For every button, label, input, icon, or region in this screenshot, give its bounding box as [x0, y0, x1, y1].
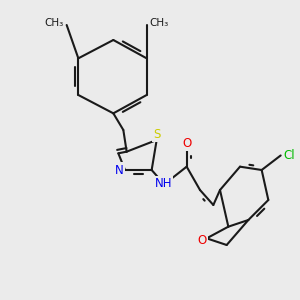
Text: NH: NH [154, 177, 172, 190]
Text: N: N [115, 164, 124, 176]
Text: O: O [182, 136, 191, 150]
Text: O: O [197, 234, 207, 247]
Text: CH₃: CH₃ [150, 18, 169, 28]
Text: CH₃: CH₃ [44, 18, 64, 28]
Text: S: S [154, 128, 161, 141]
Text: Cl: Cl [283, 149, 295, 162]
